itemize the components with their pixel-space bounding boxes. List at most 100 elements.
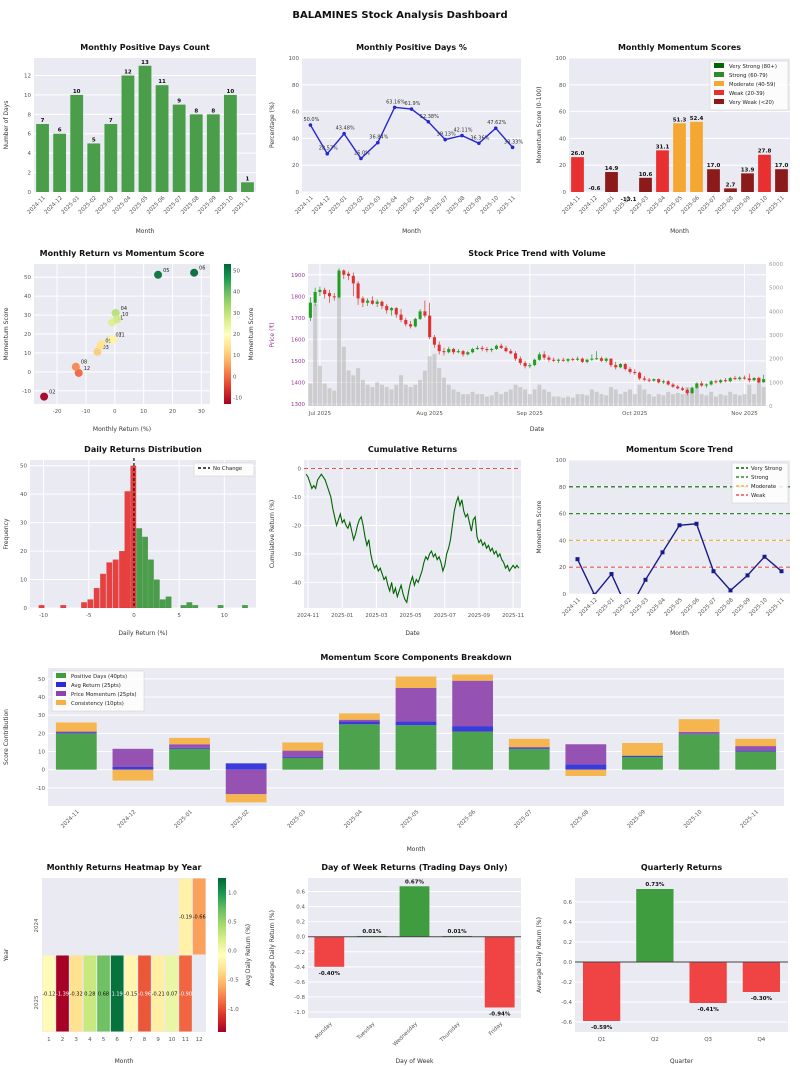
volume-bar: [499, 394, 504, 406]
cell-value: -0.32: [70, 992, 83, 998]
y-tick: 10: [38, 750, 45, 756]
candle-body: [671, 384, 675, 387]
value-label: 2.7: [726, 182, 736, 188]
y-tick: 40: [20, 492, 27, 498]
value-label: 61.9%: [405, 101, 421, 107]
bar: [70, 94, 84, 192]
volume-series: [308, 297, 766, 406]
volume-tick: 2000: [769, 357, 783, 363]
volume-tick: 5000: [769, 286, 783, 292]
y-tick: 20: [559, 163, 566, 169]
bar: [571, 157, 584, 192]
bar-series: [571, 121, 788, 192]
point-label: 08: [81, 360, 87, 366]
y-tick: -10: [292, 495, 301, 501]
heatmap-cell: [151, 955, 165, 1032]
y-tick: 0: [28, 370, 32, 376]
candle-body: [375, 301, 379, 304]
y-axis-label: Momentum Score (0-100): [536, 87, 543, 164]
x-tick: -10: [81, 409, 90, 415]
candle-body: [733, 378, 737, 380]
stack-segment: [395, 687, 437, 722]
candle-body: [490, 348, 494, 351]
candle-body: [747, 378, 751, 381]
legend-label: Moderate: [751, 484, 776, 490]
heatmap-cell: [192, 955, 206, 1032]
volume-bar: [513, 384, 518, 406]
heatmap-cell: [110, 955, 124, 1032]
data-point: [779, 569, 784, 574]
legend-label: Weak (20-39): [729, 91, 765, 97]
volume-bar: [661, 395, 666, 406]
candle-body: [514, 353, 518, 359]
x-tick: 2025-03: [365, 613, 387, 619]
scatter-point: [74, 368, 83, 377]
hist-bar: [119, 550, 125, 609]
candle-body: [719, 380, 723, 383]
y-tick: 0.4: [563, 920, 572, 926]
value-label: 10: [227, 89, 235, 95]
x-tick: 2025-05: [400, 613, 422, 619]
volume-bar: [518, 387, 523, 406]
x-tick: Nov 2025: [731, 411, 758, 417]
volume-bar: [389, 389, 394, 406]
cell-value: 0.28: [84, 992, 95, 998]
candle-body: [676, 386, 680, 389]
volume-bar: [680, 394, 685, 406]
positive-days-pct-svg: Monthly Positive Days % Month Percentage (…: [269, 43, 523, 235]
y-axis-label: Number of Days: [3, 101, 10, 150]
plot-background: [42, 878, 206, 1032]
x-tick: Oct 2025: [622, 411, 648, 417]
candle-body: [533, 359, 537, 366]
y-axis-label: Frequency: [3, 518, 10, 549]
candle-body: [642, 378, 646, 380]
value-label: -0.41%: [697, 1007, 719, 1013]
candle-body: [547, 357, 551, 360]
candle-body: [614, 365, 618, 368]
stack-segment: [112, 766, 154, 770]
candle-body: [413, 318, 417, 327]
chart-title: Daily Returns Distribution: [84, 445, 202, 454]
volume-bar: [566, 396, 571, 406]
data-point: [660, 550, 665, 555]
y-tick: 40: [559, 136, 566, 142]
legend-label: Very Weak (<20): [729, 100, 774, 106]
x-tick: 1: [47, 1037, 51, 1043]
stack-segment: [735, 750, 777, 752]
volume-bar: [628, 389, 633, 406]
volume-bar: [651, 396, 656, 406]
volume-bar: [699, 394, 704, 406]
y-tick: 4: [28, 151, 32, 157]
y-tick: 0: [24, 606, 28, 612]
candle-body: [428, 315, 432, 338]
y-tick: -0.2: [294, 950, 305, 956]
x-tick: 2024-12: [117, 809, 137, 829]
y-tick: 100: [556, 56, 567, 62]
heatmap-cell: [192, 878, 206, 955]
bar: [707, 169, 720, 192]
bar: [636, 889, 674, 962]
x-tick: 9: [156, 1037, 160, 1043]
candle-body: [466, 352, 470, 355]
chart-quarterly-returns: Quarterly Returns Quarter Average Daily Re…: [533, 856, 800, 1066]
x-tick: 6: [115, 1037, 119, 1043]
candle-body: [743, 377, 747, 379]
y-tick: 0.4: [296, 905, 305, 911]
chart-title: Monthly Returns Heatmap by Year: [47, 863, 202, 872]
y-tick: 10: [24, 351, 31, 357]
y-axis-label: Momentum Score: [536, 500, 543, 553]
value-label: 26.0: [571, 151, 585, 157]
volume-bar: [446, 384, 451, 406]
bar: [724, 188, 737, 192]
volume-bar: [422, 370, 427, 406]
stack-segment: [565, 744, 607, 765]
value-label: -0.94%: [489, 1011, 511, 1017]
volume-bar: [642, 389, 647, 406]
x-tick: 2025-11: [496, 195, 516, 215]
x-tick: 2025-09: [468, 613, 490, 619]
data-point: [677, 523, 682, 528]
x-tick: 2025-09: [626, 809, 647, 830]
volume-bar: [503, 391, 508, 406]
x-tick: 10: [168, 1037, 175, 1043]
